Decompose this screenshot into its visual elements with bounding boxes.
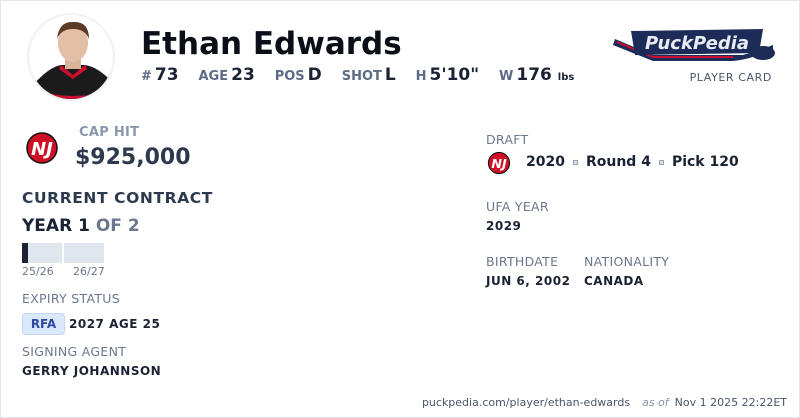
nationality-label: NATIONALITY — [584, 254, 670, 269]
height-value: 5'10" — [429, 65, 480, 85]
season-label-2: 26/27 — [73, 265, 105, 278]
footer: puckpedia.com/player/ethan-edwards as of N… — [422, 396, 787, 409]
draft-team-logo-icon: NJ — [487, 151, 511, 179]
player-url[interactable]: puckpedia.com/player/ethan-edwards — [421, 396, 631, 409]
player-card-label: PLAYER CARD — [689, 71, 772, 84]
shot-value: L — [384, 65, 396, 85]
year-label: YEAR 1 — [22, 216, 90, 236]
cap-hit-label: CAP HIT — [79, 125, 140, 140]
contract-year: YEAR 1 OF 2 — [22, 216, 140, 236]
ufa-year-label: UFA YEAR — [486, 199, 549, 214]
position-value: D — [307, 65, 322, 85]
separator-icon — [572, 159, 578, 165]
weight-unit: lbs — [557, 72, 575, 83]
svg-text:NJ: NJ — [31, 139, 53, 160]
ufa-year-value: 2029 — [486, 219, 522, 233]
shot-label: SHOT — [341, 69, 382, 84]
of-label: OF 2 — [95, 216, 140, 236]
height-label: H — [415, 69, 427, 84]
draft-round: Round 4 — [585, 154, 651, 170]
season-bar-2 — [64, 243, 104, 263]
expiry-detail: 2027 AGE 25 — [69, 317, 161, 331]
logo-text: PuckPedia — [645, 33, 749, 54]
season-label-1: 25/26 — [22, 265, 54, 278]
birthdate-label: BIRTHDATE — [486, 254, 559, 269]
signing-agent-label: SIGNING AGENT — [22, 344, 127, 359]
draft-pick: Pick 120 — [671, 154, 739, 170]
number-label: # — [141, 69, 152, 84]
position-label: POS — [274, 69, 305, 84]
signing-agent-name: GERRY JOHANNSON — [22, 364, 162, 378]
rfa-badge: RFA — [22, 313, 65, 335]
player-stats: #73 AGE 23 POS D SHOT L H 5'10" W 176 lbs — [141, 65, 574, 85]
as-of-label: as of — [642, 396, 669, 409]
expiry-status-label: EXPIRY STATUS — [22, 291, 120, 306]
cap-hit-value: $925,000 — [75, 145, 191, 170]
svg-text:NJ: NJ — [491, 156, 507, 171]
age-label: AGE — [198, 69, 229, 84]
draft-year: 2020 — [526, 154, 565, 170]
birthdate-value: JUN 6, 2002 — [486, 274, 571, 288]
puckpedia-logo: PuckPedia — [613, 25, 778, 69]
draft-label: DRAFT — [486, 132, 529, 147]
weight-label: W — [499, 69, 514, 84]
devils-logo-icon: NJ — [25, 131, 59, 169]
weight-value: 176 — [516, 65, 552, 85]
draft-info: 2020 Round 4 Pick 120 — [526, 154, 739, 170]
player-name: Ethan Edwards — [141, 26, 402, 62]
nationality-value: CANADA — [584, 274, 644, 288]
jersey-number: 73 — [154, 65, 179, 85]
separator-icon — [658, 159, 664, 165]
player-avatar — [27, 13, 115, 101]
season-bar-1 — [22, 243, 62, 263]
timestamp: Nov 1 2025 22:22ET — [674, 396, 787, 409]
current-contract-title: CURRENT CONTRACT — [22, 189, 213, 207]
age-value: 23 — [231, 65, 255, 85]
